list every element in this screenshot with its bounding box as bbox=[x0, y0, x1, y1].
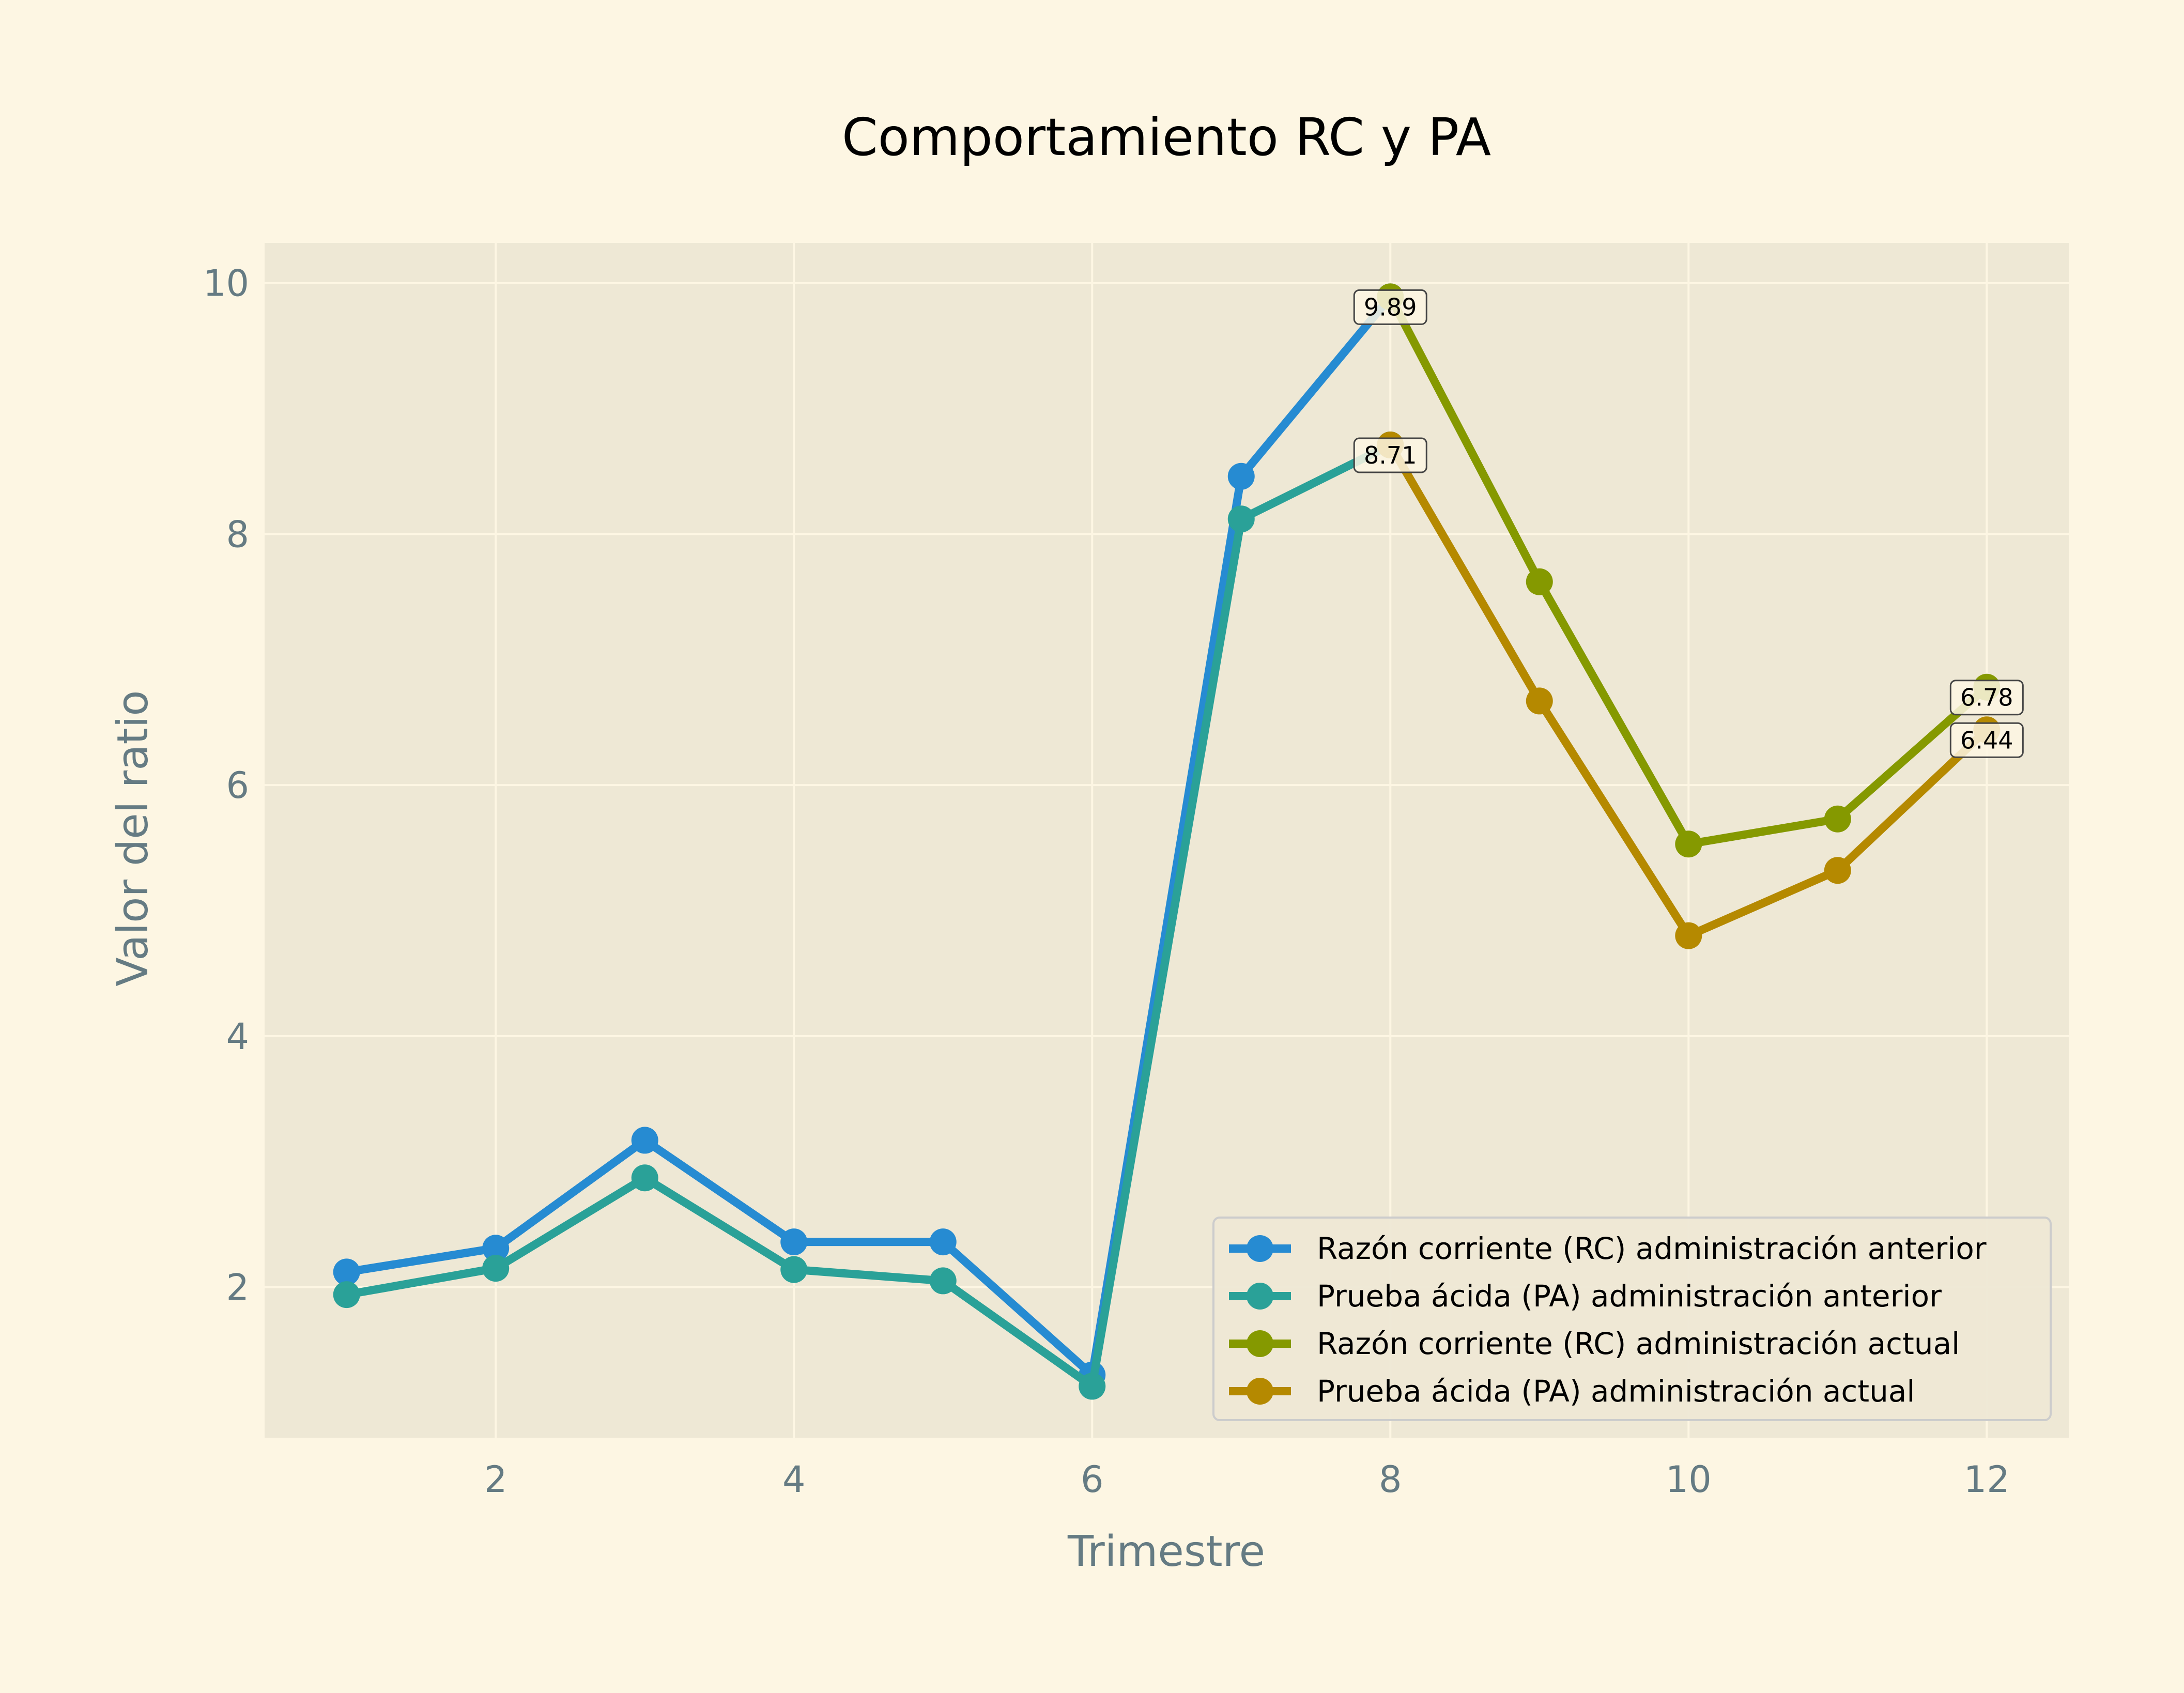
data-label-box bbox=[1353, 437, 1427, 473]
chart-title: Comportamiento RC y PA bbox=[842, 107, 1491, 167]
data-point bbox=[1675, 922, 1702, 949]
data-point bbox=[482, 1255, 510, 1282]
data-point bbox=[1824, 805, 1851, 833]
x-tick-label: 2 bbox=[484, 1458, 507, 1501]
legend-swatch-marker bbox=[1247, 1283, 1273, 1310]
legend-item: Prueba ácida (PA) administración actual bbox=[1229, 1374, 1915, 1409]
data-label-text: 9.89 bbox=[1364, 293, 1417, 321]
y-axis-label: Valor del ratio bbox=[109, 690, 158, 986]
data-point bbox=[1675, 830, 1702, 858]
data-point bbox=[929, 1228, 957, 1256]
data-label: 8.71 bbox=[1353, 437, 1427, 473]
data-point bbox=[780, 1256, 808, 1283]
legend-label: Prueba ácida (PA) administración anterio… bbox=[1317, 1279, 1942, 1314]
legend: Razón corriente (RC) administración ante… bbox=[1212, 1217, 2052, 1421]
data-label-box bbox=[1949, 680, 2024, 716]
data-label: 9.89 bbox=[1353, 289, 1427, 325]
data-label-box bbox=[1949, 722, 2024, 758]
y-tick-label: 4 bbox=[226, 1015, 249, 1058]
legend-swatch-marker bbox=[1247, 1378, 1273, 1405]
y-tick-label: 2 bbox=[226, 1267, 249, 1309]
legend-item: Razón corriente (RC) administración actu… bbox=[1229, 1326, 1960, 1361]
legend-item: Prueba ácida (PA) administración anterio… bbox=[1229, 1279, 1942, 1314]
legend-swatch-marker bbox=[1247, 1235, 1273, 1262]
series-line bbox=[342, 441, 1395, 1391]
legend-label: Prueba ácida (PA) administración actual bbox=[1317, 1374, 1915, 1409]
x-tick-label: 6 bbox=[1081, 1458, 1104, 1501]
data-label-text: 8.71 bbox=[1364, 441, 1417, 469]
x-tick-label: 12 bbox=[1964, 1458, 2010, 1501]
data-point bbox=[780, 1228, 808, 1256]
data-point bbox=[631, 1127, 658, 1154]
x-axis-label: Trimestre bbox=[1067, 1527, 1265, 1576]
data-point bbox=[1079, 1373, 1106, 1400]
data-label: 6.78 bbox=[1949, 680, 2024, 716]
legend-item: Razón corriente (RC) administración ante… bbox=[1229, 1231, 1987, 1266]
x-tick-label: 4 bbox=[782, 1458, 806, 1501]
data-point bbox=[1227, 505, 1255, 533]
data-point bbox=[333, 1258, 360, 1286]
y-tick-label: 6 bbox=[226, 764, 249, 807]
data-point bbox=[1824, 857, 1851, 884]
data-point bbox=[631, 1164, 658, 1192]
x-tick-label: 10 bbox=[1666, 1458, 1712, 1501]
data-point bbox=[482, 1235, 510, 1262]
data-point bbox=[1526, 568, 1553, 595]
data-point bbox=[1227, 463, 1255, 490]
data-point bbox=[1526, 687, 1553, 715]
data-point bbox=[929, 1267, 957, 1295]
data-label-text: 6.44 bbox=[1960, 726, 2013, 754]
data-point bbox=[333, 1281, 360, 1309]
data-label-text: 6.78 bbox=[1960, 684, 2013, 712]
legend-label: Razón corriente (RC) administración actu… bbox=[1317, 1326, 1960, 1361]
legend-label: Razón corriente (RC) administración ante… bbox=[1317, 1231, 1987, 1266]
x-tick-label: 8 bbox=[1379, 1458, 1402, 1501]
y-tick-label: 10 bbox=[203, 263, 249, 305]
legend-swatch-marker bbox=[1247, 1330, 1273, 1357]
y-tick-label: 8 bbox=[226, 513, 249, 556]
legend-box bbox=[1212, 1217, 2052, 1421]
data-label: 6.44 bbox=[1949, 722, 2024, 758]
series-line bbox=[342, 293, 1395, 1379]
data-label-box bbox=[1353, 289, 1427, 325]
